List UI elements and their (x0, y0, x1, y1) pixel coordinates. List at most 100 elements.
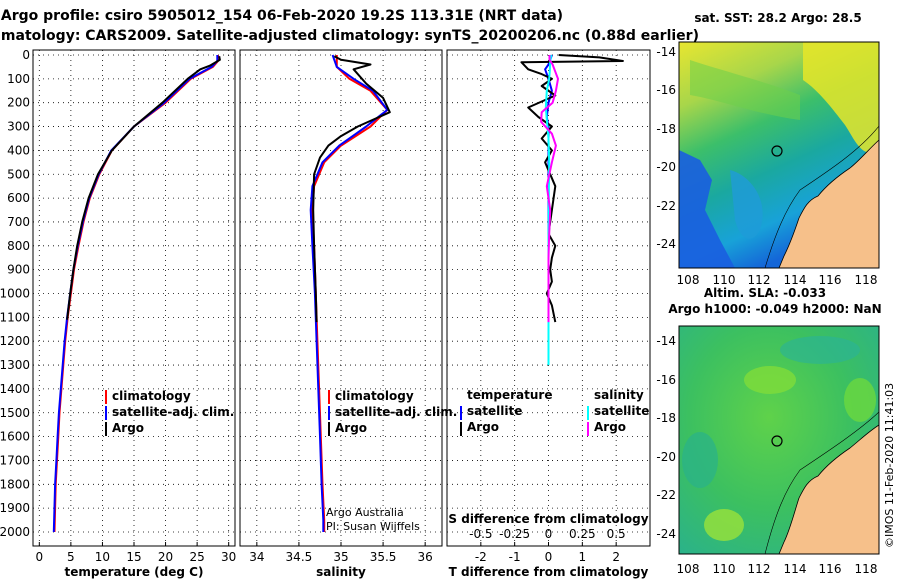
lat-tick: -16 (656, 373, 676, 387)
land-mass (778, 139, 879, 268)
lat-tick: -24 (656, 527, 676, 541)
credit-pi: PI: Susan Wijffels (326, 520, 420, 533)
lat-tick: -14 (656, 45, 676, 59)
top-tick-label: -0.25 (499, 527, 530, 541)
argo-float-location-marker (771, 435, 783, 447)
difference-legend: temperature salinity satellite Argo sate… (460, 388, 649, 436)
sla-map-lat-ticks: -14 -16 -18 -20 -22 -24 (656, 334, 676, 541)
depth-tick-label: 1700 (0, 453, 30, 467)
depth-tick-label: 1300 (0, 358, 30, 372)
depth-tick-label: 300 (7, 120, 30, 134)
series-line-argo (66, 56, 221, 320)
lon-tick: 108 (677, 562, 700, 576)
sst-map-title: sat. SST: 28.2 Argo: 28.5 (694, 11, 861, 25)
imos-timestamp: ©IMOS 11-Feb-2020 11:41:03 (883, 383, 896, 548)
depth-tick-label: 600 (7, 191, 30, 205)
lon-tick: 118 (855, 273, 878, 287)
lon-tick: 112 (748, 273, 771, 287)
sla-map: Altim. SLA: -0.033 Argo h1000: -0.049 h2… (656, 286, 881, 576)
salinity-legend: climatology satellite-adj. clim. Argo (328, 389, 457, 436)
legend-satellite-label: satellite-adj. clim. (335, 405, 457, 419)
depth-tick-label: 1200 (0, 334, 30, 348)
sst-map: sat. SST: 28.2 Argo: 28.5 (656, 11, 880, 287)
legend-sal-satellite-label: satellite (594, 404, 649, 418)
lat-tick: -16 (656, 83, 676, 97)
lat-tick: -18 (656, 411, 676, 425)
lon-tick: 114 (784, 273, 807, 287)
depth-tick-label: 0 (22, 48, 30, 62)
depth-tick-label: 200 (7, 96, 30, 110)
depth-tick-label: 400 (7, 143, 30, 157)
depth-tick-label: 1100 (0, 310, 30, 324)
difference-profile-panel: -2 -1 0 1 2T difference from climatology S di… (446, 49, 651, 579)
depth-tick-label: 1500 (0, 406, 30, 420)
legend-argo-label: Argo (112, 421, 144, 435)
x-tick-label: 34 (249, 550, 264, 564)
series-line-temperature-argo (520, 54, 624, 323)
lat-tick: -24 (656, 237, 676, 251)
depth-tick-label: 100 (7, 72, 30, 86)
lon-tick: 112 (748, 562, 771, 576)
lon-tick: 110 (713, 273, 736, 287)
plot-frame (239, 49, 443, 547)
legend-sal-argo-label: Argo (594, 420, 626, 434)
x-tick-label: 36 (418, 550, 433, 564)
depth-tick-label: 1800 (0, 477, 30, 491)
legend-temp-satellite-label: satellite (467, 404, 522, 418)
lon-tick: 116 (819, 273, 842, 287)
salinity-profile-panel: 34 34.5 35 35.5 36 salinity (239, 49, 443, 579)
lon-tick: 110 (713, 562, 736, 576)
x-tick-label: -1 (509, 550, 521, 564)
x-tick-label: 20 (158, 550, 173, 564)
lon-tick: 114 (784, 562, 807, 576)
x-tick-label: 0 (545, 550, 553, 564)
x-tick-label: 1 (579, 550, 587, 564)
x-tick-label: 2 (612, 550, 620, 564)
x-tick-label: 0 (35, 550, 43, 564)
sla-map-lon-ticks: 108 110 112 114 116 118 (677, 562, 878, 576)
top-tick-label: 0.25 (569, 527, 596, 541)
legend-temperature-header: temperature (467, 388, 552, 402)
legend-climatology-label: climatology (335, 389, 414, 403)
depth-tick-label: 700 (7, 215, 30, 229)
lon-tick: 108 (677, 273, 700, 287)
x-tick-label: 25 (189, 550, 204, 564)
legend-satellite-label: satellite-adj. clim. (112, 405, 234, 419)
series-line-salinity-argo (540, 55, 559, 323)
sla-map-title-line1: Altim. SLA: -0.033 (704, 286, 826, 300)
series-line-climatology (311, 55, 389, 532)
sst-map-lon-ticks: 108 110 112 114 116 118 (677, 273, 878, 287)
legend-argo-label: Argo (335, 421, 367, 435)
sla-map-title-line2: Argo h1000: -0.049 h2000: NaN (668, 302, 881, 316)
x-tick-label: 10 (95, 550, 110, 564)
lat-tick: -22 (656, 199, 676, 213)
plot-frame (32, 49, 236, 547)
lat-tick: -20 (656, 450, 676, 464)
temperature-legend: climatology satellite-adj. clim. Argo (105, 389, 234, 436)
top-tick-label: 0.5 (607, 527, 626, 541)
credit-argo-australia: Argo Australia (326, 506, 404, 519)
legend-climatology-label: climatology (112, 389, 191, 403)
x-tick-label: 34.5 (286, 550, 313, 564)
x-axis-label: T difference from climatology (449, 565, 649, 579)
legend-temp-argo-label: Argo (467, 420, 499, 434)
x-tick-label: 5 (67, 550, 75, 564)
temperature-profile-panel: 0 5 10 15 20 25 300100200300400500600700800900… (0, 48, 236, 579)
series-line-argo (312, 55, 391, 323)
x-axis-label: salinity (316, 565, 366, 579)
x-axis-label: temperature (deg C) (65, 565, 204, 579)
depth-tick-label: 500 (7, 167, 30, 181)
depth-tick-label: 1900 (0, 501, 30, 515)
lon-tick: 116 (819, 562, 842, 576)
x-tick-label: 35.5 (370, 550, 397, 564)
top-axis-label: S difference from climatology (448, 512, 648, 526)
lon-tick: 118 (855, 562, 878, 576)
top-tick-label: 0 (545, 527, 553, 541)
lat-tick: -14 (656, 334, 676, 348)
x-tick-label: -2 (475, 550, 487, 564)
depth-tick-label: 1400 (0, 382, 30, 396)
figure-title-line1: Argo profile: csiro 5905012_154 06-Feb-2… (1, 8, 563, 24)
lat-tick: -20 (656, 160, 676, 174)
top-tick-label: -0.5 (469, 527, 492, 541)
